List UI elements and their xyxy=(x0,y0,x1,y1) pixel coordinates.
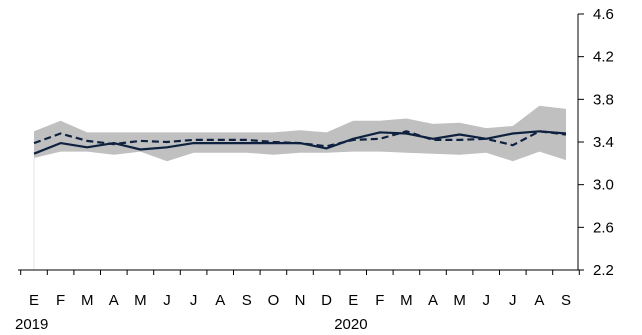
x-tick-label: A xyxy=(215,292,225,309)
x-tick-label: J xyxy=(163,292,171,309)
x-tick-label: A xyxy=(428,292,438,309)
year-label: 2019 xyxy=(15,316,48,333)
x-tick-label: E xyxy=(348,292,358,309)
x-tick-label: N xyxy=(295,292,306,309)
y-tick-label: 2.2 xyxy=(593,262,614,279)
y-tick-label: 4.2 xyxy=(593,49,614,66)
y-tick-label: 4.6 xyxy=(593,6,614,23)
axis-layer xyxy=(18,13,584,275)
shaded-range-band-layer xyxy=(34,105,566,162)
shaded-range-band xyxy=(34,105,566,162)
x-tick-label: F xyxy=(375,292,384,309)
x-tick-label: M xyxy=(453,292,466,309)
x-tick-label: O xyxy=(268,292,280,309)
year-label: 2020 xyxy=(334,316,367,333)
x-tick-label: J xyxy=(509,292,517,309)
x-tick-label: S xyxy=(561,292,571,309)
x-tick-label: D xyxy=(321,292,332,309)
x-tick-label: J xyxy=(482,292,490,309)
x-tick-label: J xyxy=(190,292,198,309)
series-line-dashed xyxy=(33,130,567,148)
y-tick-label: 2.6 xyxy=(593,219,614,236)
y-tick-label: 3.8 xyxy=(593,91,614,108)
x-tick-label: M xyxy=(81,292,94,309)
x-tick-label: A xyxy=(534,292,544,309)
y-tick-label: 3.4 xyxy=(593,134,614,151)
series-layer xyxy=(33,130,567,155)
x-tick-label: E xyxy=(29,292,39,309)
x-tick-label: F xyxy=(56,292,65,309)
x-tick-label: M xyxy=(400,292,413,309)
x-tick-label: A xyxy=(109,292,119,309)
x-tick-label: M xyxy=(134,292,147,309)
x-tick-label: S xyxy=(242,292,252,309)
y-tick-label: 3.0 xyxy=(593,177,614,194)
